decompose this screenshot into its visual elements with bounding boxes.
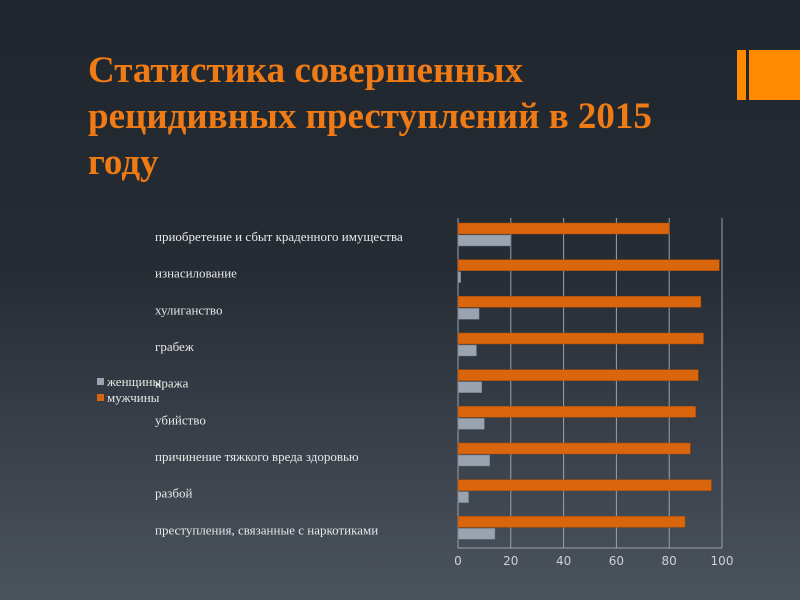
category-label: разбой [155,486,193,501]
bar-women [457,528,496,540]
slide-title: Статистика совершенных рецидивных престу… [88,50,652,183]
bar-women [457,234,512,247]
bar-women [457,454,490,467]
x-tick-label: 80 [662,554,677,568]
decor-bar-narrow [737,50,746,100]
bar-men [457,442,691,455]
bar-men [457,369,699,381]
legend-label: женщины [106,374,161,389]
category-label: преступления, связанные с наркотиками [155,522,378,537]
bar-men [457,332,704,345]
category-label: изнасилование [155,266,237,281]
x-tick-label: 60 [609,554,624,568]
bar-men [457,222,670,235]
category-label: приобретение и сбыт краденного имущества [155,229,403,244]
x-tick-label: 40 [556,554,571,568]
x-tick-label: 20 [503,554,518,568]
category-label: кража [155,376,189,391]
bar-women [457,308,480,320]
bar-women [457,344,477,357]
legend-swatch [97,394,104,401]
bar-men [457,516,686,528]
category-label: причинение тяжкого вреда здоровью [155,449,359,464]
bar-men [457,296,702,308]
category-label: хулиганство [155,302,222,317]
category-label: убийство [155,412,206,427]
x-tick-label: 0 [454,554,462,568]
bar-women [457,271,461,283]
bar-women [457,418,485,430]
legend-swatch [97,378,104,385]
bar-women [457,381,483,393]
bar-men [457,259,720,271]
category-label: грабеж [155,339,195,354]
decor-bar-wide [749,50,800,100]
bar-women [457,491,469,503]
bar-men [457,406,696,418]
x-tick-label: 100 [711,554,734,568]
bar-men [457,479,712,491]
legend-label: мужчины [107,390,160,405]
